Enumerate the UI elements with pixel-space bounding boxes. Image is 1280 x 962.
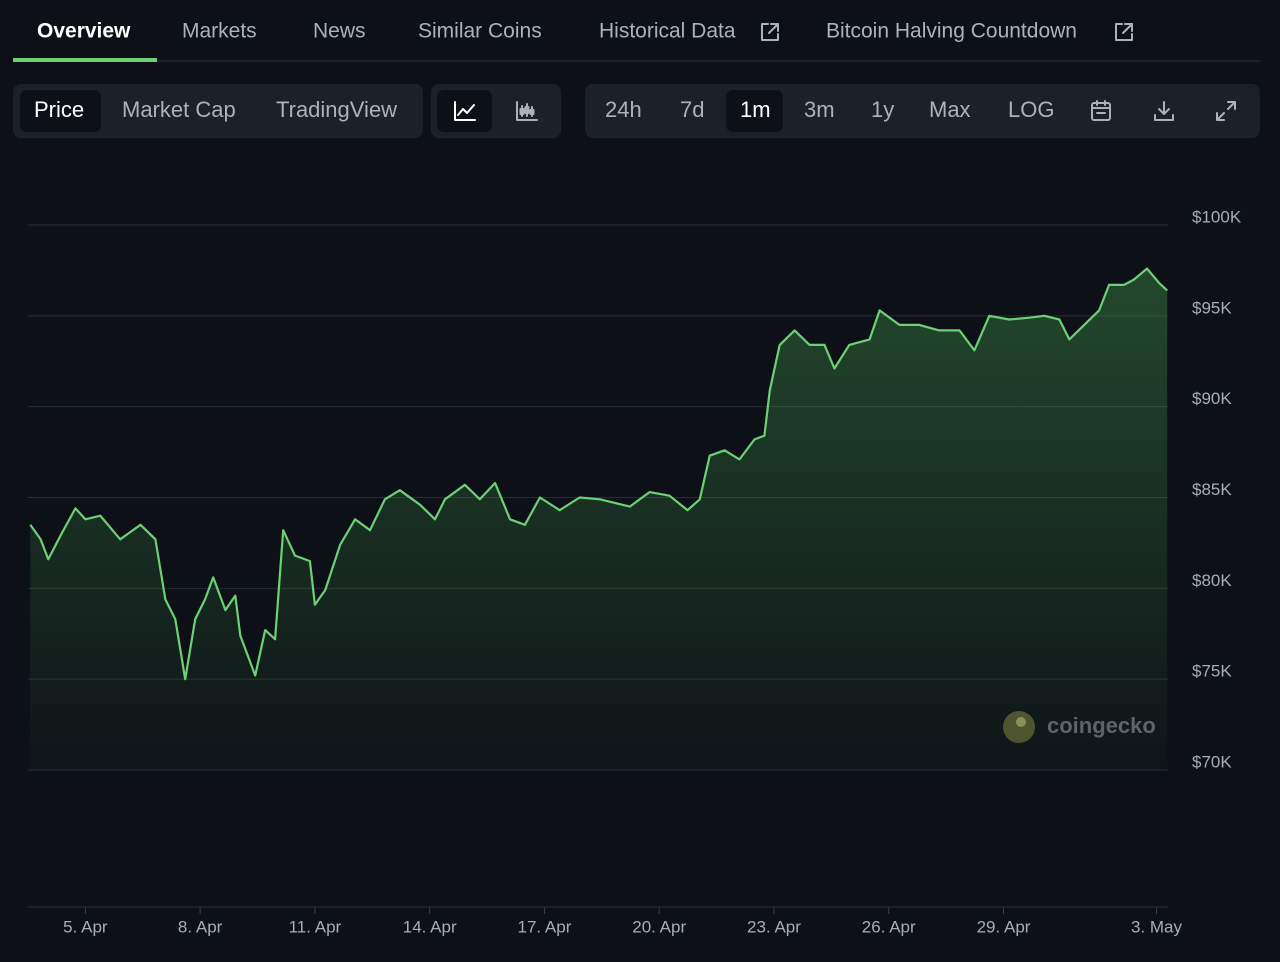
tab[interactable]: Markets	[182, 20, 257, 43]
tab[interactable]: Bitcoin Halving Countdown	[826, 20, 1077, 43]
x-tick-label: 17. Apr	[518, 917, 572, 936]
y-tick-label: $70K	[1192, 752, 1232, 771]
price-area	[30, 268, 1168, 770]
active-tab-underline	[13, 58, 157, 62]
download-button[interactable]	[1154, 101, 1174, 121]
range-button[interactable]: 1y	[871, 97, 894, 122]
watermark: coingecko	[1047, 713, 1156, 738]
x-tick-label: 14. Apr	[403, 917, 457, 936]
price-line	[29, 267, 1168, 681]
range-button[interactable]: 1m	[740, 97, 771, 122]
chart-kind-button[interactable]: TradingView	[276, 97, 397, 122]
y-tick-label: $85K	[1192, 480, 1232, 499]
tab[interactable]: Overview	[37, 20, 131, 43]
range-button[interactable]: 3m	[804, 97, 835, 122]
x-tick-label: 11. Apr	[289, 917, 342, 936]
chart-kind-button[interactable]: Price	[34, 97, 84, 122]
tab[interactable]: Historical Data	[599, 20, 736, 43]
y-tick-label: $75K	[1192, 662, 1232, 681]
y-tick-label: $90K	[1192, 389, 1232, 408]
y-tick-label: $80K	[1192, 571, 1232, 590]
tab[interactable]: Similar Coins	[418, 20, 542, 43]
line-chart-button[interactable]	[454, 101, 476, 121]
x-tick-label: 20. Apr	[632, 917, 686, 936]
tab[interactable]: News	[313, 20, 366, 43]
x-tick-label: 29. Apr	[977, 917, 1031, 936]
x-tick-label: 5. Apr	[63, 917, 108, 936]
chart-kind-button[interactable]: Market Cap	[122, 97, 236, 122]
range-button[interactable]: 7d	[680, 97, 704, 122]
external-link-icon	[761, 23, 779, 41]
x-tick-label: 26. Apr	[862, 917, 916, 936]
range-button[interactable]: 24h	[605, 97, 642, 122]
range-button[interactable]: Max	[929, 97, 971, 122]
external-link-icon	[1115, 23, 1133, 41]
active-kind-bg	[20, 90, 101, 132]
x-tick-label: 3. May	[1131, 917, 1183, 936]
y-tick-label: $100K	[1192, 207, 1242, 226]
watermark-logo	[1003, 711, 1035, 743]
calendar-button[interactable]	[1091, 100, 1111, 121]
x-tick-label: 8. Apr	[178, 917, 223, 936]
x-tick-label: 23. Apr	[747, 917, 801, 936]
candle-chart-button[interactable]	[516, 101, 538, 121]
fullscreen-button[interactable]	[1216, 101, 1236, 121]
chart-kind-group	[13, 84, 423, 138]
y-tick-label: $95K	[1192, 298, 1232, 317]
active-range-bg	[726, 90, 783, 132]
range-button[interactable]: LOG	[1008, 97, 1054, 122]
